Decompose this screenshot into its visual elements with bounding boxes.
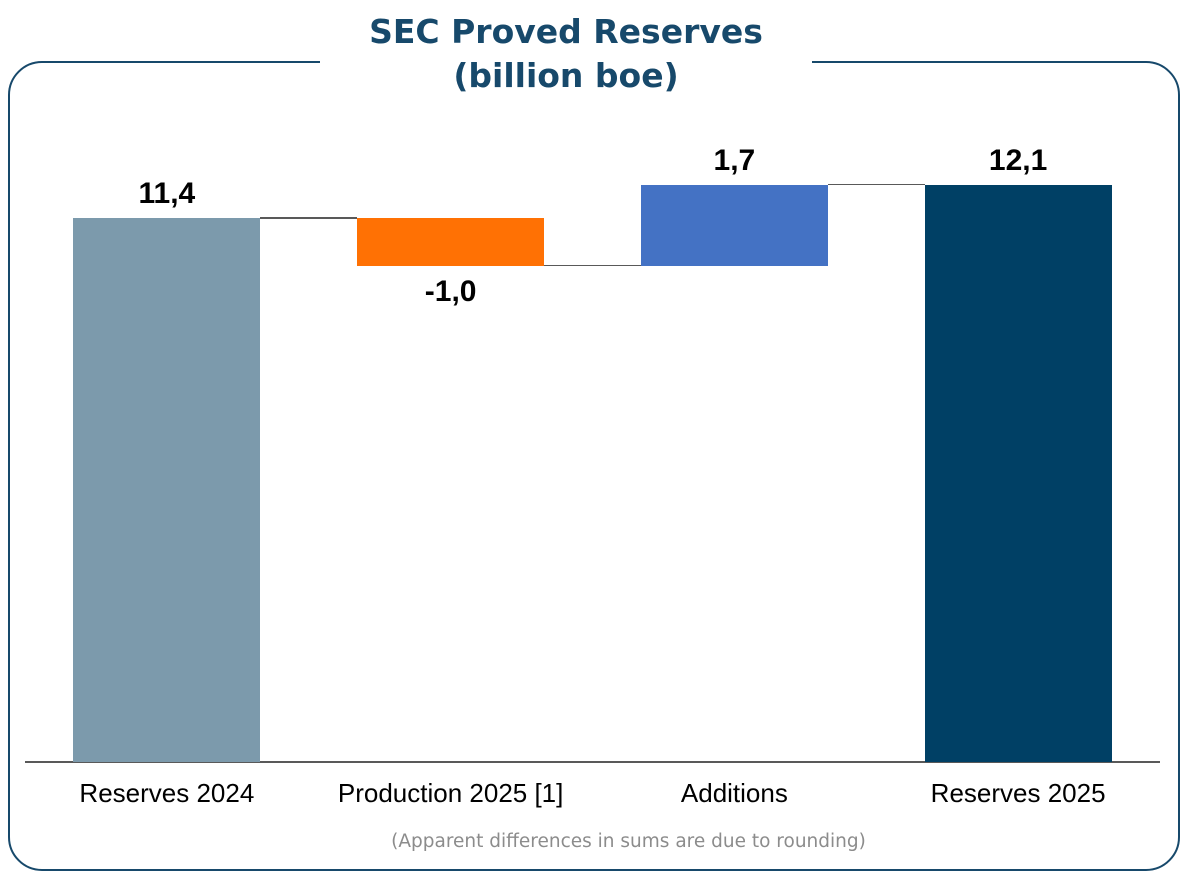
bar-reserves-2025 bbox=[924, 184, 1112, 762]
category-label-additions: Additions bbox=[680, 778, 788, 808]
x-axis-line bbox=[25, 761, 1160, 763]
chart-title-block: SEC Proved Reserves (billion boe) bbox=[320, 6, 812, 104]
bar-label-production-2025-1: -1,0 bbox=[424, 274, 477, 308]
bar-additions bbox=[640, 184, 828, 266]
bar-production-2025-1 bbox=[357, 218, 545, 266]
category-label-production-2025-1: Production 2025 [1] bbox=[337, 778, 564, 808]
bar-label-additions: 1,7 bbox=[713, 143, 756, 177]
bar-reserves-2024 bbox=[73, 218, 261, 762]
connector-2 bbox=[544, 264, 641, 267]
connector-1 bbox=[260, 217, 358, 219]
bar-label-reserves-2024: 11,4 bbox=[138, 177, 196, 211]
connector-3 bbox=[827, 183, 925, 186]
chart-subtitle: (billion boe) bbox=[453, 55, 679, 95]
bar-label-reserves-2025: 12,1 bbox=[988, 143, 1048, 177]
chart-title: SEC Proved Reserves bbox=[369, 12, 763, 51]
category-label-reserves-2024: Reserves 2024 bbox=[79, 778, 255, 808]
category-label-reserves-2025: Reserves 2025 bbox=[930, 778, 1106, 808]
rounding-footnote: (Apparent differences in sums are due to… bbox=[391, 831, 866, 852]
